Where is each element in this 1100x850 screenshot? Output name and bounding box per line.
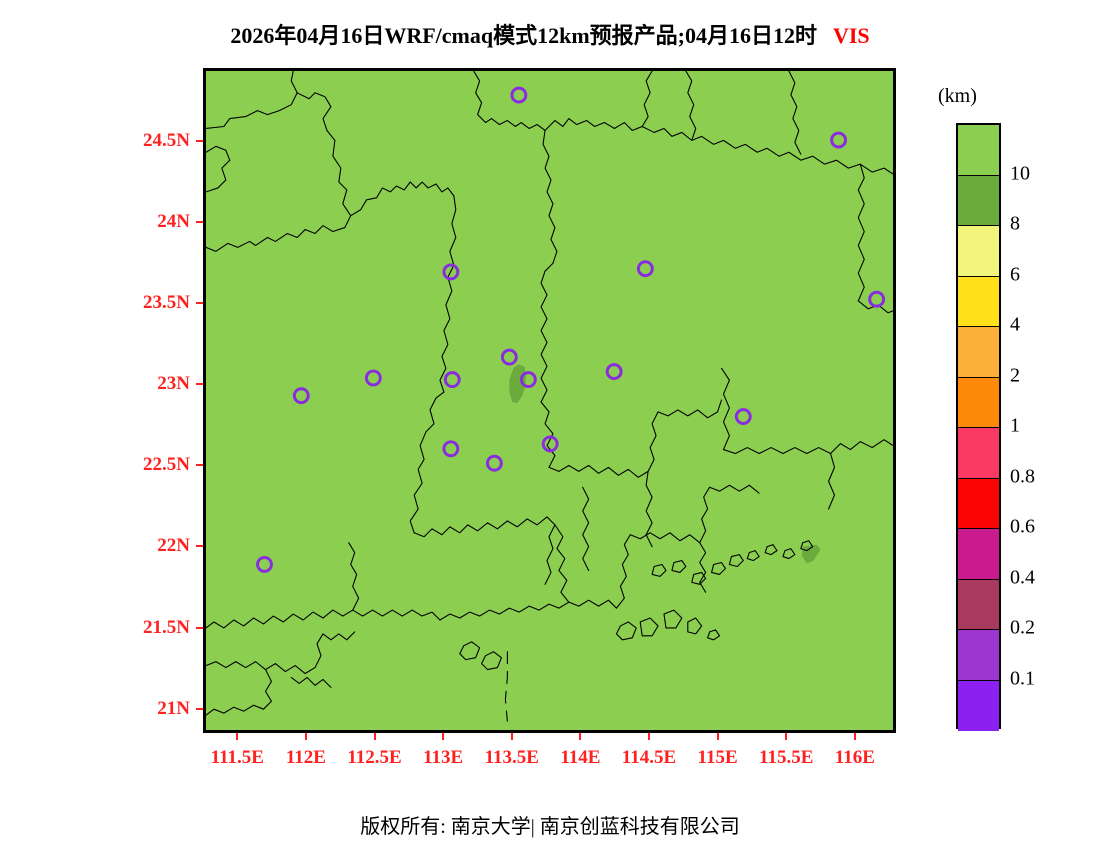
colorbar-tick-label: 0.1 xyxy=(1010,667,1035,689)
x-axis-tick xyxy=(785,733,788,740)
y-axis-label: 23N xyxy=(157,373,190,395)
station-marker xyxy=(292,387,310,405)
colorbar-band xyxy=(958,175,999,226)
colorbar-band xyxy=(958,478,999,529)
x-axis-tick xyxy=(579,733,582,740)
colorbar-tick-label: 0.8 xyxy=(1010,465,1035,487)
y-axis-tick xyxy=(196,545,203,548)
y-axis-tick xyxy=(196,139,203,142)
title-variable-text: VIS xyxy=(832,23,870,48)
value-patches xyxy=(509,364,821,564)
patch-guangzhou xyxy=(509,364,527,403)
station-marker xyxy=(734,408,752,425)
page-title: 2026年04月16日WRF/cmaq模式12km预报产品;04月16日12时 V… xyxy=(0,18,1100,50)
colorbar-tick-label: 8 xyxy=(1010,212,1020,235)
y-axis-label: 24N xyxy=(157,211,190,233)
x-axis-tick xyxy=(716,733,719,740)
station-marker xyxy=(519,371,537,389)
y-axis-label: 21.5N xyxy=(143,616,190,638)
x-axis-label: 115.5E xyxy=(759,747,814,768)
x-axis-tick xyxy=(304,733,307,740)
x-axis-label: 113E xyxy=(423,747,464,768)
station-marker xyxy=(510,86,528,104)
station-marker xyxy=(500,348,518,366)
station-marker xyxy=(868,290,886,308)
x-axis-tick xyxy=(510,733,513,740)
x-axis-label: 114.5E xyxy=(621,747,677,768)
y-axis-label: 21N xyxy=(157,697,190,719)
copyright-footer: 版权所有: 南京大学| 南京创蓝科技有限公司 xyxy=(360,816,740,838)
y-axis-label: 22.5N xyxy=(143,454,190,476)
x-axis-label: 112E xyxy=(285,747,326,768)
colorbar-tick-label: 0.6 xyxy=(1010,515,1035,538)
title-main-text: 2026年04月16日WRF/cmaq模式12km预报产品;04月16日12时 xyxy=(230,23,817,48)
map-plot-area[interactable] xyxy=(203,68,896,733)
station-marker xyxy=(256,555,273,573)
x-axis-label: 116E xyxy=(834,747,875,768)
map-canvas xyxy=(206,71,893,722)
y-axis-tick xyxy=(196,626,203,629)
y-axis-tick xyxy=(196,221,203,224)
colorbar-unit-label: (km) xyxy=(938,85,977,107)
x-axis-tick xyxy=(853,733,856,740)
colorbar-band xyxy=(958,377,999,428)
y-axis-tick xyxy=(196,464,203,467)
colorbar-tick-label: 10 xyxy=(1010,162,1030,184)
x-axis-label: 114E xyxy=(560,747,601,768)
x-axis-tick xyxy=(236,733,239,740)
station-marker xyxy=(541,435,559,453)
y-axis-tick xyxy=(196,707,203,710)
colorbar-tick-label: 0.2 xyxy=(1010,616,1035,639)
station-marker xyxy=(830,131,848,149)
y-axis-label: 23.5N xyxy=(143,292,190,314)
colorbar-tick-label: 4 xyxy=(1010,313,1020,336)
colorbar-band xyxy=(958,630,999,681)
station-markers xyxy=(256,86,886,573)
station-marker xyxy=(636,260,654,278)
station-marker xyxy=(605,363,623,380)
colorbar-tick-label: 6 xyxy=(1010,263,1020,285)
station-marker xyxy=(442,440,460,458)
colorbar-band xyxy=(958,579,999,630)
colorbar-tick-label: 1 xyxy=(1010,414,1020,437)
x-axis-label: 111.5E xyxy=(210,747,264,768)
colorbar-band xyxy=(958,680,999,731)
colorbar-band xyxy=(958,327,999,378)
colorbar-band xyxy=(958,226,999,277)
colorbar-tick-label: 2 xyxy=(1010,364,1020,386)
colorbar-band xyxy=(958,529,999,580)
x-axis-tick xyxy=(373,733,376,740)
patch-shanwei xyxy=(801,544,821,564)
colorbar-tick-label: 0.4 xyxy=(1010,566,1035,588)
colorbar-band xyxy=(958,125,999,176)
x-axis-label: 113.5E xyxy=(484,747,539,768)
x-axis-label: 115E xyxy=(697,747,738,768)
x-axis-tick xyxy=(647,733,650,740)
station-marker xyxy=(364,369,382,387)
y-axis-tick xyxy=(196,383,203,386)
y-axis-label: 22N xyxy=(157,535,190,557)
colorbar-band xyxy=(958,428,999,479)
y-axis-label: 24.5N xyxy=(143,129,190,151)
station-marker xyxy=(443,371,461,389)
station-marker xyxy=(485,454,503,472)
map-boundaries xyxy=(206,71,893,722)
x-axis-tick xyxy=(442,733,445,740)
colorbar[interactable] xyxy=(956,123,1001,731)
colorbar-band xyxy=(958,276,999,327)
station-marker xyxy=(442,263,460,281)
x-axis-label: 112.5E xyxy=(347,747,402,768)
y-axis-tick xyxy=(196,302,203,305)
